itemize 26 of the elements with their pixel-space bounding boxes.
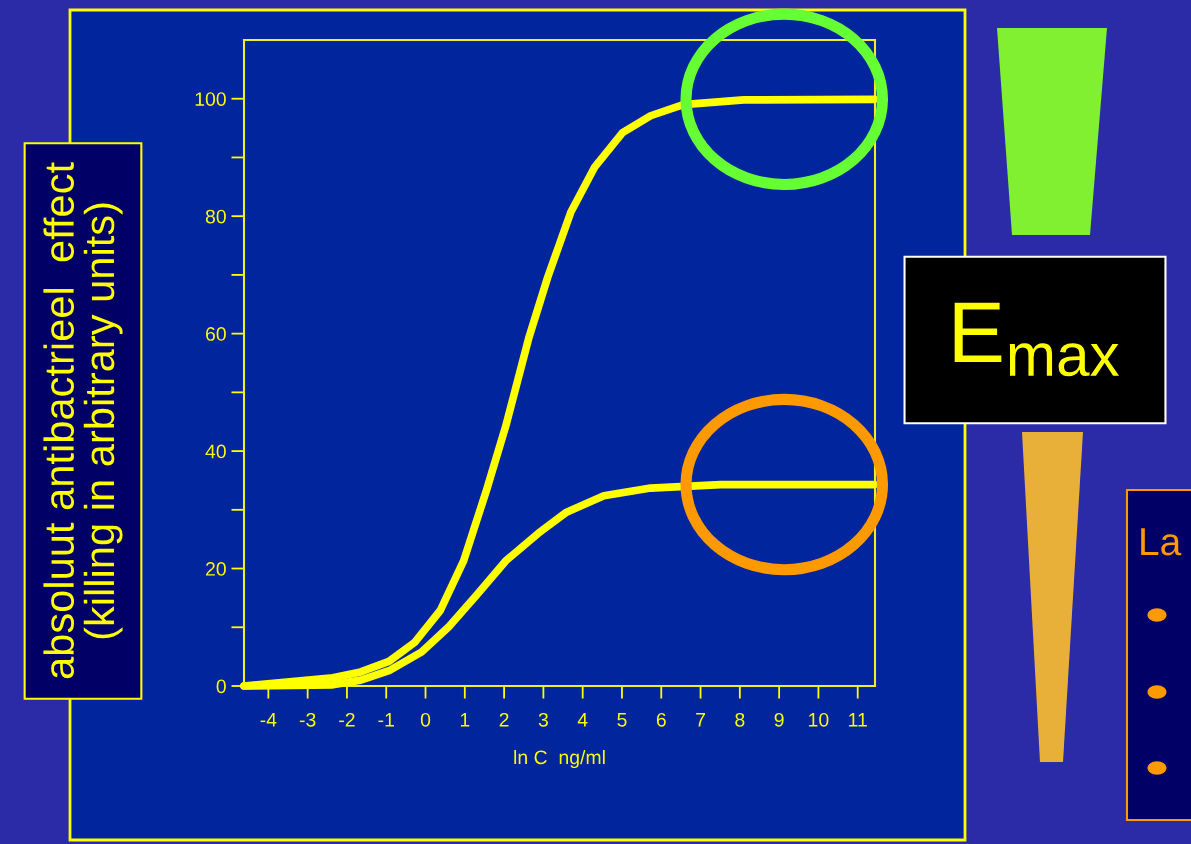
x-tick-label: -1: [378, 713, 394, 727]
text: E$_{max}$: [954, 302, 1120, 377]
x-tick-label: 0: [420, 712, 431, 727]
x-tick-label: -2: [339, 712, 355, 727]
x-tick-label: 6: [656, 712, 666, 727]
y-tick-label: 0: [216, 679, 226, 694]
x-tick-label: -3: [299, 712, 316, 727]
y-tick-label: 60: [206, 327, 226, 341]
y-axis-title: absoluut antibactrieel effect (killing in arbitrary units): [43, 162, 123, 679]
x-tick-label: 7: [696, 713, 705, 727]
x-tick-label: 5: [617, 713, 627, 727]
x-tick-label: 4: [577, 713, 588, 727]
x-tick-label: 11: [849, 713, 867, 727]
x-tick-label: -4: [260, 713, 277, 727]
x-tick-label: 10: [809, 712, 829, 727]
x-tick-label: 8: [735, 712, 745, 727]
y-tick-label: 20: [205, 562, 226, 576]
text: La: [1141, 528, 1182, 556]
x-tick-label: 1: [460, 713, 470, 727]
y-tick-label: 100: [195, 92, 226, 106]
x-tick-label: 9: [774, 712, 784, 727]
x-tick-label: 3: [538, 712, 548, 727]
x-tick-label: 2: [499, 712, 509, 727]
y-tick-label: 40: [205, 444, 226, 459]
x-axis-title: ln C ng/ml: [514, 749, 605, 769]
y-tick-label: 80: [205, 209, 226, 224]
